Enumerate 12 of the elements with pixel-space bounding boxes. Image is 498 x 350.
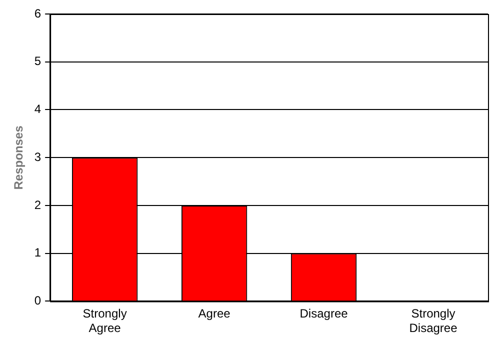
x-tick-label: Disagree (300, 306, 348, 321)
x-tick-label: Agree (198, 306, 231, 321)
x-tick-label: Strongly Agree (82, 306, 127, 336)
y-tick-label: 2 (34, 198, 42, 212)
y-tick-label: 0 (34, 294, 42, 308)
y-axis-title: Responses (12, 125, 26, 190)
x-tick-label: Strongly Disagree (409, 306, 458, 336)
y-tick-label: 3 (34, 150, 42, 164)
y-tick-label: 5 (34, 54, 42, 68)
y-tick-label: 6 (34, 6, 42, 20)
y-tick-label: 1 (34, 246, 42, 260)
y-tick-label: 4 (34, 102, 42, 116)
